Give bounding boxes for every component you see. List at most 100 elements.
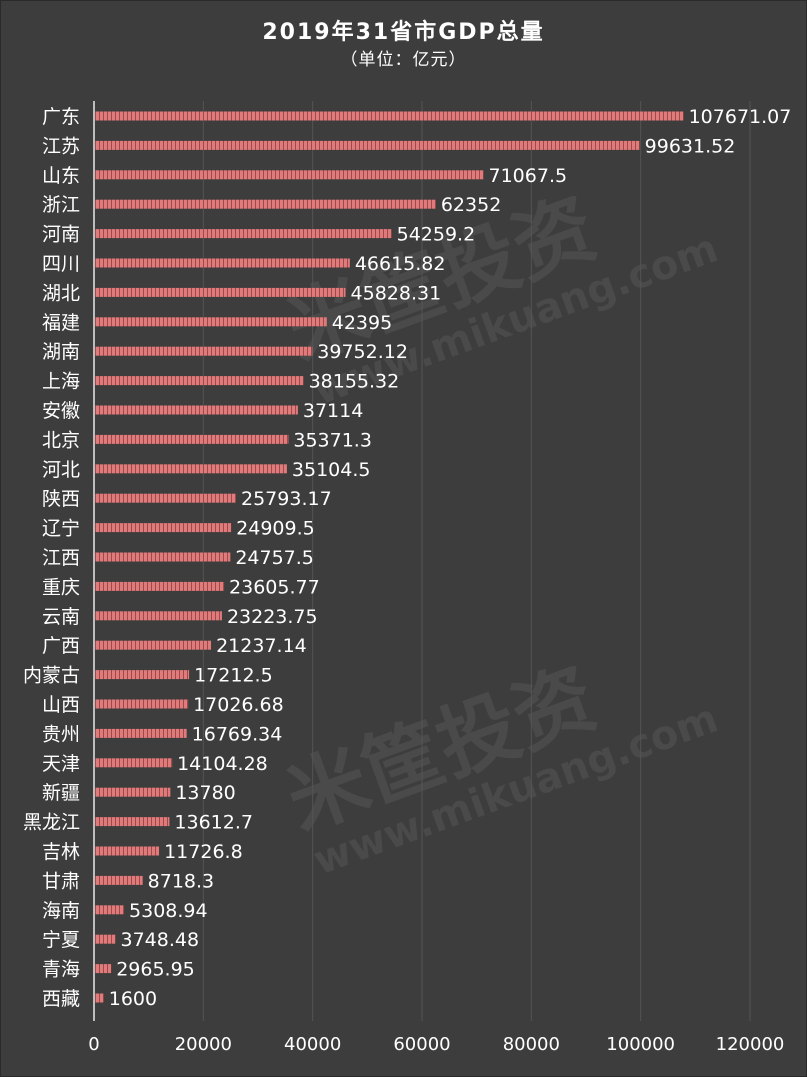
category-label: 黑龙江 — [23, 812, 80, 834]
value-label: 24909.5 — [236, 518, 315, 540]
value-label: 25793.17 — [241, 488, 332, 510]
value-label: 17212.5 — [194, 665, 273, 687]
category-label: 青海 — [42, 959, 80, 981]
category-label: 河南 — [42, 224, 80, 246]
category-label: 湖南 — [42, 341, 80, 363]
value-label: 24757.5 — [235, 547, 314, 569]
bar — [95, 229, 392, 239]
bar — [95, 287, 346, 297]
category-label: 江苏 — [42, 135, 80, 157]
category-label: 新疆 — [42, 782, 80, 804]
x-tick-label: 120000 — [716, 1034, 785, 1055]
value-label: 39752.12 — [317, 341, 408, 363]
value-label: 17026.68 — [193, 694, 284, 716]
bar — [95, 611, 222, 621]
category-label: 辽宁 — [42, 518, 80, 540]
bar — [95, 875, 143, 885]
value-label: 23223.75 — [227, 606, 318, 628]
x-tick-label: 100000 — [606, 1034, 675, 1055]
category-label: 福建 — [42, 312, 80, 334]
x-tick-label: 0 — [88, 1034, 99, 1055]
x-axis-ticks: 0 20000 40000 60000 80000 100000 120000 — [88, 1034, 784, 1055]
bar — [95, 523, 232, 533]
value-label: 5308.94 — [129, 900, 208, 922]
bar — [95, 346, 313, 356]
bar — [95, 111, 684, 121]
value-label: 1600 — [109, 988, 157, 1010]
bar — [95, 493, 237, 503]
value-label: 11726.8 — [164, 841, 243, 863]
value-label: 42395 — [332, 312, 392, 334]
value-label: 37114 — [303, 400, 363, 422]
value-label: 54259.2 — [397, 224, 476, 246]
bar — [95, 964, 112, 974]
category-label: 上海 — [42, 371, 80, 393]
bar — [95, 758, 173, 768]
bar — [95, 199, 436, 209]
bar — [95, 258, 350, 268]
value-label: 38155.32 — [309, 371, 400, 393]
value-label: 107671.07 — [689, 106, 792, 128]
chart-title: 2019年31省市GDP总量 — [262, 20, 545, 45]
value-label: 8718.3 — [148, 870, 214, 892]
bar — [95, 728, 187, 738]
bar — [95, 140, 640, 150]
value-label: 3748.48 — [120, 929, 199, 951]
category-label: 云南 — [42, 606, 80, 628]
bar — [95, 581, 225, 591]
value-label: 46615.82 — [355, 253, 446, 275]
category-label: 吉林 — [42, 841, 80, 863]
x-tick-label: 60000 — [393, 1034, 450, 1055]
value-label: 21237.14 — [216, 635, 307, 657]
category-label: 甘肃 — [42, 870, 80, 892]
bar — [95, 552, 231, 562]
value-label: 16769.34 — [192, 723, 283, 745]
category-label: 四川 — [42, 253, 80, 275]
value-label: 71067.5 — [489, 165, 568, 187]
value-label: 13612.7 — [174, 812, 253, 834]
bar — [95, 434, 289, 444]
category-label: 天津 — [42, 753, 80, 775]
value-label: 13780 — [175, 782, 235, 804]
category-label: 浙江 — [42, 194, 80, 216]
category-label: 山东 — [42, 165, 80, 187]
x-tick-label: 20000 — [175, 1034, 232, 1055]
bar — [95, 464, 287, 474]
category-label: 宁夏 — [42, 929, 80, 951]
category-label: 陕西 — [42, 488, 80, 510]
chart-subtitle: （单位：亿元） — [340, 50, 467, 70]
bar — [95, 640, 212, 650]
bar — [95, 934, 116, 944]
bar — [95, 317, 327, 327]
bar — [95, 787, 171, 797]
category-label: 重庆 — [42, 576, 80, 598]
bar — [95, 993, 104, 1003]
bar — [95, 670, 190, 680]
watermark: 米筐投资 www.mikuang.com 米筐投资 www.mikuang.co… — [275, 181, 724, 884]
bar — [95, 905, 125, 915]
x-tick-label: 80000 — [503, 1034, 560, 1055]
value-label: 35371.3 — [293, 429, 372, 451]
category-label: 安徽 — [42, 400, 80, 422]
bar — [95, 405, 298, 415]
category-label: 广西 — [42, 635, 80, 657]
category-label: 贵州 — [42, 723, 80, 745]
category-label: 江西 — [42, 547, 80, 569]
value-label: 14104.28 — [177, 753, 268, 775]
bar — [95, 817, 170, 827]
bar — [95, 376, 304, 386]
bars-group — [95, 111, 684, 1003]
bar — [95, 699, 189, 709]
category-label: 湖北 — [42, 282, 80, 304]
labels-group: 广东 107671.07 江苏 99631.52 山东 71067.5 浙江 62352 河南 5… — [23, 106, 791, 1010]
value-label: 62352 — [441, 194, 501, 216]
value-label: 99631.52 — [645, 135, 736, 157]
category-label: 海南 — [42, 900, 80, 922]
bar — [95, 846, 160, 856]
value-label: 23605.77 — [229, 576, 320, 598]
category-label: 内蒙古 — [23, 665, 80, 687]
category-label: 广东 — [42, 106, 80, 128]
bar — [95, 170, 484, 180]
